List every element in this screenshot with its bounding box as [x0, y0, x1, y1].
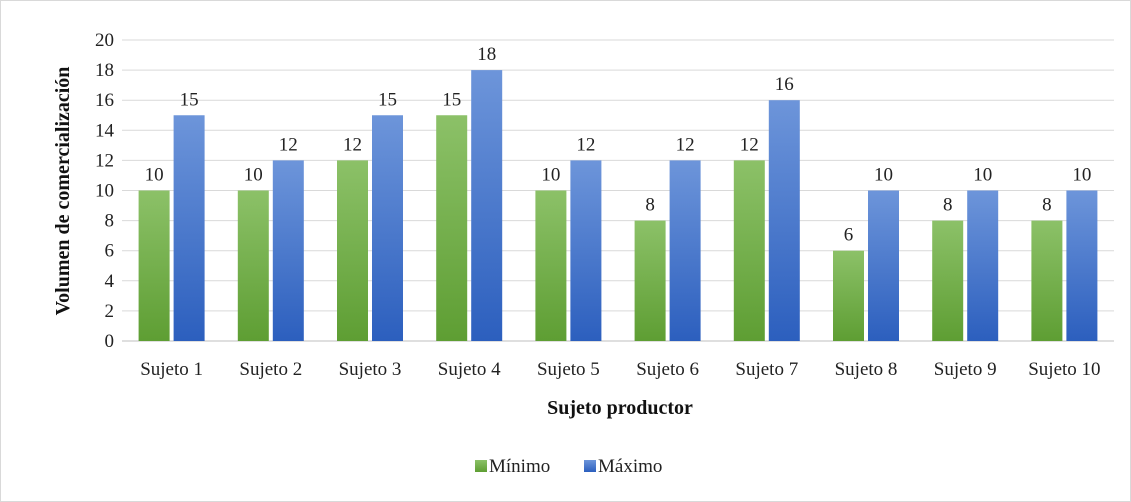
- bar-maximo: [173, 115, 205, 341]
- y-tick-label: 12: [95, 150, 114, 171]
- bar-maximo: [868, 190, 899, 341]
- bar-minimo: [237, 190, 269, 341]
- x-axis-title: Sujeto productor: [547, 397, 693, 419]
- bar-maximo: [1066, 190, 1098, 341]
- y-tick-label: 2: [105, 301, 115, 322]
- bar-minimo: [138, 190, 170, 341]
- data-label: 15: [180, 89, 199, 110]
- data-label: 6: [844, 225, 854, 246]
- y-tick-label: 4: [105, 271, 115, 292]
- y-tick-label: 16: [95, 90, 114, 111]
- bar-minimo: [535, 190, 567, 341]
- bars: [138, 70, 1098, 341]
- x-tick-label: Sujeto 4: [438, 359, 501, 380]
- bar-minimo: [337, 160, 368, 341]
- bar-maximo: [372, 115, 403, 341]
- y-tick-label: 18: [95, 60, 114, 81]
- legend-label: Máximo: [598, 456, 662, 477]
- y-axis-ticks: 0 2 4 6 8 10 12 14 16 18 20: [95, 30, 115, 352]
- data-label: 12: [343, 134, 362, 155]
- y-tick-label: 20: [95, 30, 114, 51]
- bar-minimo: [1031, 220, 1063, 341]
- data-label: 8: [645, 195, 655, 216]
- legend-label: Mínimo: [489, 456, 550, 477]
- y-tick-label: 10: [95, 181, 114, 202]
- bar-minimo: [436, 115, 468, 341]
- data-label: 18: [477, 44, 496, 65]
- data-label: 15: [442, 89, 461, 110]
- bar-minimo: [833, 250, 864, 341]
- x-tick-label: Sujeto 8: [835, 359, 898, 380]
- bar-maximo: [967, 190, 999, 341]
- bar-minimo: [932, 220, 964, 341]
- x-tick-label: Sujeto 6: [636, 359, 699, 380]
- data-label: 8: [943, 195, 953, 216]
- x-tick-label: Sujeto 2: [239, 359, 302, 380]
- x-axis-ticks: Sujeto 1 Sujeto 2 Sujeto 3 Sujeto 4 Sujeto 5…: [140, 359, 1100, 380]
- data-label: 10: [244, 165, 263, 186]
- y-axis-title: Volumen de comercialización: [52, 67, 74, 316]
- bar-minimo: [733, 160, 765, 341]
- y-tick-label: 8: [105, 211, 115, 232]
- bar-maximo: [768, 100, 800, 341]
- data-label: 12: [676, 134, 695, 155]
- legend-swatch: [584, 460, 596, 472]
- gridlines: [122, 39, 1114, 342]
- data-label: 10: [145, 165, 164, 186]
- data-label: 16: [775, 74, 794, 95]
- legend-swatch: [475, 460, 487, 472]
- x-tick-label: Sujeto 3: [339, 359, 402, 380]
- bar-maximo: [272, 160, 304, 341]
- bar-minimo: [634, 220, 666, 341]
- data-label: 15: [378, 89, 397, 110]
- data-label: 12: [740, 134, 759, 155]
- legend: Mínimo Máximo: [475, 456, 662, 477]
- y-tick-label: 6: [105, 241, 115, 262]
- y-tick-label: 14: [95, 120, 115, 141]
- x-tick-label: Sujeto 5: [537, 359, 600, 380]
- data-label: 10: [874, 165, 893, 186]
- data-label: 8: [1042, 195, 1052, 216]
- data-label: 10: [541, 165, 560, 186]
- x-tick-label: Sujeto 10: [1028, 359, 1100, 380]
- x-tick-label: Sujeto 7: [735, 359, 798, 380]
- data-labels: 10 15 10 12 12 15 15 18 10 12 8 12 12 16 6 10 8 10 8 10: [145, 44, 1092, 246]
- x-tick-label: Sujeto 9: [934, 359, 997, 380]
- data-label: 12: [279, 134, 298, 155]
- y-tick-label: 0: [105, 331, 115, 352]
- bar-maximo: [471, 70, 503, 341]
- bar-maximo: [570, 160, 602, 341]
- data-label: 10: [1072, 165, 1091, 186]
- bar-maximo: [669, 160, 701, 341]
- data-label: 10: [973, 165, 992, 186]
- data-label: 12: [576, 134, 595, 155]
- x-tick-label: Sujeto 1: [140, 359, 203, 380]
